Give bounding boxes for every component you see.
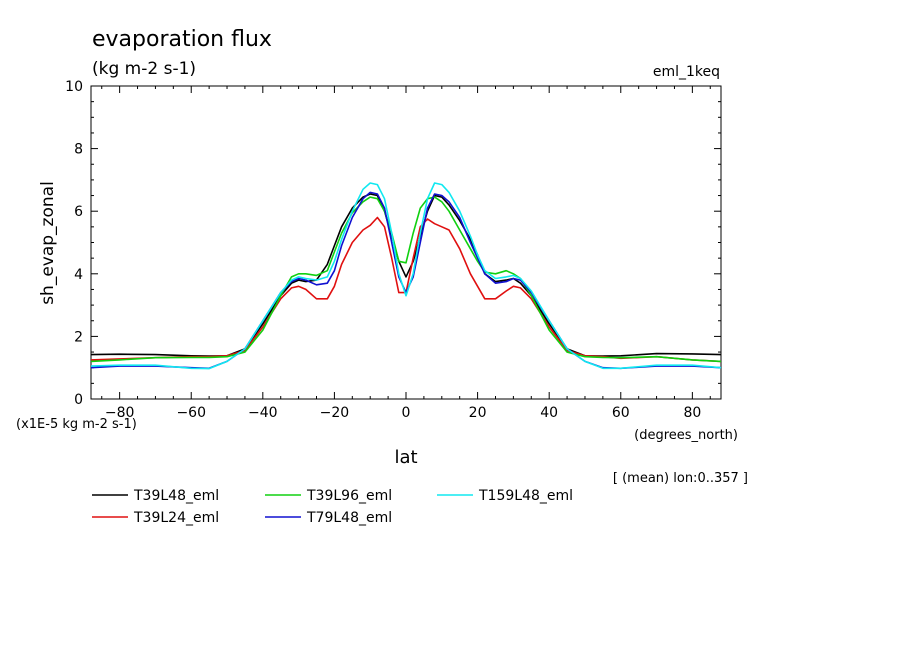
chart-subtitle: (kg m-2 s-1) <box>92 59 196 79</box>
legend-label: T39L24_eml <box>133 510 219 526</box>
y-tick-label: 0 <box>74 392 83 408</box>
legend-label: T159L48_eml <box>478 488 573 504</box>
x-tick-label: −40 <box>248 405 278 421</box>
x-tick-label: 40 <box>540 405 558 421</box>
experiment-label: eml_1keq <box>653 64 720 80</box>
x-axis-units: (degrees_north) <box>634 428 738 443</box>
legend-label: T39L96_eml <box>306 488 392 504</box>
plot-frame <box>90 85 722 400</box>
x-tick-label: 80 <box>683 405 701 421</box>
x-tick-label: −60 <box>176 405 206 421</box>
legend-label: T39L48_eml <box>133 488 219 504</box>
series-line-T39L96_eml <box>90 196 722 363</box>
y-tick-label: 10 <box>65 79 83 95</box>
legend: T39L48_eml T39L24_eml T39L96_eml T79L48_eml… <box>92 488 573 526</box>
x-tick-label: −80 <box>105 405 135 421</box>
y-scale-note: (x1E-5 kg m-2 s-1) <box>16 417 137 432</box>
footer-note: [ (mean) lon:0..357 ] <box>613 471 748 486</box>
y-tick-label: 4 <box>74 267 83 283</box>
series-line-T79L48_eml <box>90 191 722 370</box>
y-tick-label: 6 <box>74 204 83 220</box>
series-line-T159L48_eml <box>90 182 722 370</box>
legend-label: T79L48_eml <box>306 510 392 526</box>
series-line-T39L48_eml <box>90 193 722 357</box>
x-tick-label: −20 <box>320 405 350 421</box>
series-line-T39L24_eml <box>90 216 722 363</box>
plot-area: −80 −60 −40 −20 0 20 40 60 80 0 2 4 6 8 10 <box>65 79 722 421</box>
y-axis-label: sh_evap_zonal <box>38 181 58 305</box>
y-tick-label: 8 <box>74 142 83 158</box>
x-tick-label: 0 <box>402 405 411 421</box>
x-tick-label: 20 <box>469 405 487 421</box>
x-tick-label: 60 <box>612 405 630 421</box>
x-axis-label: lat <box>394 447 417 468</box>
y-tick-label: 2 <box>74 329 83 345</box>
chart-title: evaporation flux <box>92 27 272 52</box>
